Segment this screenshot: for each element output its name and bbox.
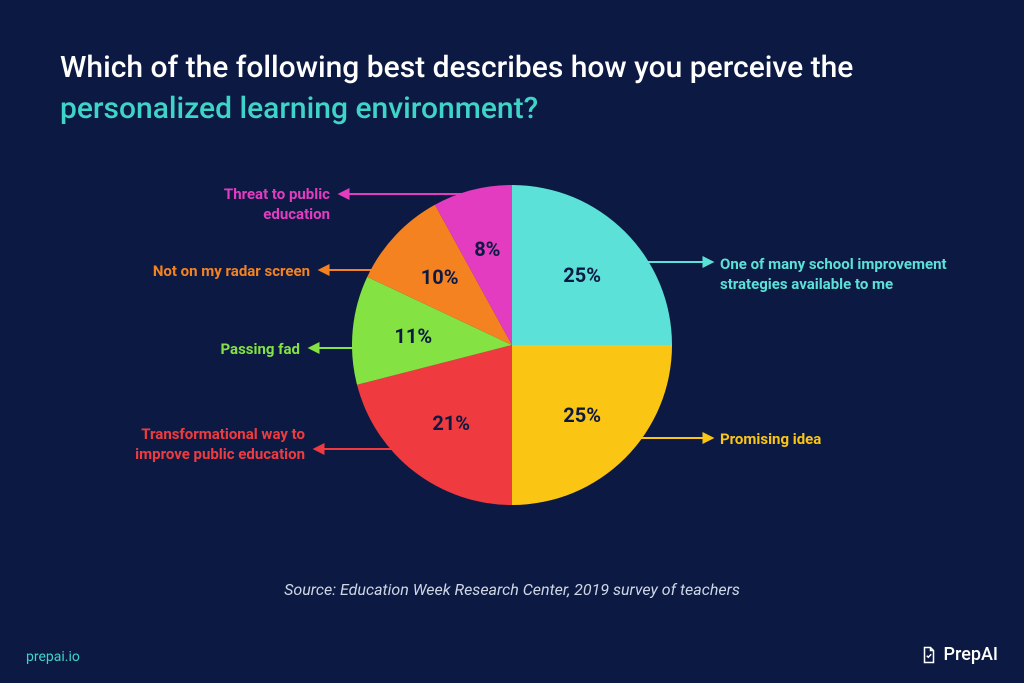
pct-transformational: 21% [432,411,470,435]
label-transformational: Transformational way to improve public e… [85,425,305,464]
source-text: Source: Education Week Research Center, … [0,580,1024,599]
pct-passing-fad: 11% [394,324,432,348]
title-prefix: Which of the following best describes ho… [60,50,853,85]
pct-not-on-radar: 10% [421,265,459,289]
title-highlight: personalized learning environment? [60,91,538,126]
label-one-of-many: One of many school improvement strategie… [720,255,950,294]
chart-title: Which of the following best describes ho… [60,48,964,129]
footer-url: prepai.io [26,649,80,665]
label-not-on-radar: Not on my radar screen [100,262,310,282]
pct-promising-idea: 25% [563,403,601,427]
brand-text: PrepAI [944,644,998,665]
brand-icon [920,646,938,664]
label-promising-idea: Promising idea [720,430,920,450]
label-passing-fad: Passing fad [170,340,300,360]
label-threat: Threat to public education [180,185,330,224]
pie-chart: 25% One of many school improvement strate… [0,165,1024,585]
pct-threat: 8% [474,237,500,261]
pct-one-of-many: 25% [563,263,601,287]
footer-brand: PrepAI [920,644,998,665]
